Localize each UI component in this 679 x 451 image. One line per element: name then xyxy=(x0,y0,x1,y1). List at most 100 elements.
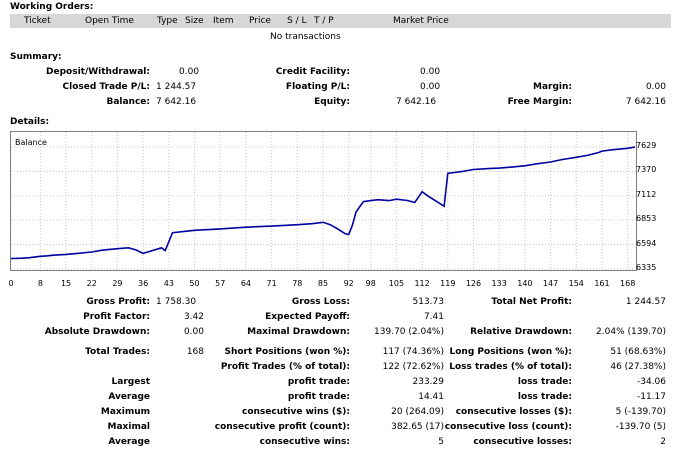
balance-series-line xyxy=(11,146,636,260)
largest-loss-trade-value: -34.06 xyxy=(636,377,666,387)
rel-drawdown-label: Relative Drawdown: xyxy=(470,327,572,337)
avg-consecutive-wins-label: consecutive wins: xyxy=(259,437,350,447)
x-tick-label: 71 xyxy=(266,279,277,288)
largest-label: Largest xyxy=(111,377,150,387)
abs-drawdown-label: Absolute Drawdown: xyxy=(44,327,150,337)
x-tick-label: 36 xyxy=(138,279,149,288)
y-tick-label: 7112 xyxy=(636,189,657,199)
average2-label: Average xyxy=(108,437,150,447)
x-tick-label: 50 xyxy=(189,279,200,288)
max-drawdown-label: Maximal Drawdown: xyxy=(247,327,350,337)
equity-label: Equity: xyxy=(314,97,350,107)
x-tick-label: 119 xyxy=(440,279,456,288)
maximal-consecutive-loss-value: -139.70 (5) xyxy=(615,422,666,432)
x-tick-label: 105 xyxy=(388,279,405,288)
maximal-label: Maximal xyxy=(107,422,150,432)
max-consecutive-wins-value: 20 (264.09) xyxy=(391,407,444,417)
largest-profit-trade-value: 233.29 xyxy=(412,377,445,387)
x-tick-label: 126 xyxy=(465,279,482,288)
loss-trades-label: Loss trades (% of total): xyxy=(449,362,572,372)
average-label: Average xyxy=(108,392,150,402)
col-sl[interactable]: S / L xyxy=(287,16,307,26)
free-margin-value: 7 642.16 xyxy=(625,97,666,107)
loss-trades-value: 46 (27.38%) xyxy=(610,362,666,372)
details-title: Details: xyxy=(10,117,50,127)
deposit-value: 0.00 xyxy=(179,67,200,77)
expected-payoff-label: Expected Payoff: xyxy=(265,312,350,322)
x-tick-label: 15 xyxy=(60,279,72,288)
credit-label: Credit Facility: xyxy=(275,67,350,77)
profit-factor-value: 3.42 xyxy=(183,312,204,322)
profit-trades-value: 122 (72.62%) xyxy=(382,362,444,372)
orders-header: Ticket Open Time Type Size Item Price S … xyxy=(10,14,671,28)
largest-loss-trade-label: loss trade: xyxy=(517,377,572,387)
x-tick-label: 92 xyxy=(343,279,354,288)
balance-chart-svg xyxy=(11,132,636,270)
profit-factor-label: Profit Factor: xyxy=(83,312,150,322)
col-ticket[interactable]: Ticket xyxy=(24,16,51,26)
max-drawdown-value: 139.70 (2.04%) xyxy=(374,327,444,337)
margin-value: 0.00 xyxy=(645,82,666,92)
gross-loss-label: Gross Loss: xyxy=(291,297,350,307)
abs-drawdown-value: 0.00 xyxy=(183,327,204,337)
credit-value: 0.00 xyxy=(420,67,441,77)
x-tick-label: 43 xyxy=(163,279,174,288)
equity-value: 7 642.16 xyxy=(396,97,437,107)
max-consecutive-wins-label: consecutive wins ($): xyxy=(241,407,350,417)
rel-drawdown-value: 2.04% (139.70) xyxy=(596,327,666,337)
x-tick-label: 78 xyxy=(292,279,303,288)
average-loss-trade-value: -11.17 xyxy=(636,392,666,402)
gross-profit-value: 1 758.30 xyxy=(156,297,197,307)
x-tick-label: 98 xyxy=(365,279,376,288)
col-item[interactable]: Item xyxy=(213,16,234,26)
x-tick-label: 29 xyxy=(112,279,123,288)
average-profit-trade-value: 14.41 xyxy=(418,392,444,402)
avg-consecutive-wins-value: 5 xyxy=(438,437,444,447)
expected-payoff-value: 7.41 xyxy=(423,312,444,322)
closed-pl-label: Closed Trade P/L: xyxy=(62,82,150,92)
col-price[interactable]: Price xyxy=(249,16,271,26)
largest-profit-trade-label: profit trade: xyxy=(287,377,350,387)
x-tick-label: 22 xyxy=(86,279,97,288)
avg-consecutive-losses-value: 2 xyxy=(660,437,666,447)
max-consecutive-losses-value: 5 (-139.70) xyxy=(615,407,666,417)
deposit-label: Deposit/Withdrawal: xyxy=(46,67,150,77)
net-profit-value: 1 244.57 xyxy=(625,297,666,307)
x-tick-label: 154 xyxy=(568,279,584,288)
summary-title: Summary: xyxy=(10,52,62,62)
floating-pl-value: 0.00 xyxy=(420,82,441,92)
average-loss-trade-label: loss trade: xyxy=(517,392,572,402)
y-tick-label: 6594 xyxy=(636,238,657,248)
x-tick-label: 168 xyxy=(620,279,636,288)
balance-chart: Balance xyxy=(10,131,637,271)
y-tick-label: 7629 xyxy=(636,141,657,150)
maximal-consecutive-loss-label: consecutive loss (count): xyxy=(444,422,572,432)
average-profit-trade-label: profit trade: xyxy=(287,392,350,402)
gross-profit-label: Gross Profit: xyxy=(86,297,150,307)
closed-pl-value: 1 244.57 xyxy=(156,82,197,92)
margin-label: Margin: xyxy=(532,82,572,92)
working-orders-title: Working Orders: xyxy=(10,2,94,12)
maximal-consecutive-profit-label: consecutive profit (count): xyxy=(214,422,350,432)
balance-value: 7 642.16 xyxy=(156,97,197,107)
x-tick-label: 147 xyxy=(542,279,559,288)
col-tp[interactable]: T / P xyxy=(314,16,334,26)
x-tick-label: 140 xyxy=(517,279,533,288)
y-tick-label: 6335 xyxy=(636,263,657,272)
net-profit-label: Total Net Profit: xyxy=(491,297,572,307)
x-tick-label: 133 xyxy=(491,279,507,288)
col-market-price[interactable]: Market Price xyxy=(393,16,449,26)
long-positions-label: Long Positions (won %): xyxy=(449,347,572,357)
col-size[interactable]: Size xyxy=(185,16,204,26)
max-consecutive-losses-label: consecutive losses ($): xyxy=(455,407,572,417)
maximal-consecutive-profit-value: 382.65 (17) xyxy=(391,422,444,432)
short-positions-value: 117 (74.36%) xyxy=(382,347,444,357)
col-type[interactable]: Type xyxy=(157,16,178,26)
x-tick-label: 8 xyxy=(37,279,43,288)
col-open-time[interactable]: Open Time xyxy=(85,16,134,26)
total-trades-value: 168 xyxy=(186,347,204,357)
x-tick-label: 161 xyxy=(594,279,610,288)
long-positions-value: 51 (68.63%) xyxy=(610,347,666,357)
balance-label: Balance: xyxy=(106,97,150,107)
free-margin-label: Free Margin: xyxy=(507,97,572,107)
